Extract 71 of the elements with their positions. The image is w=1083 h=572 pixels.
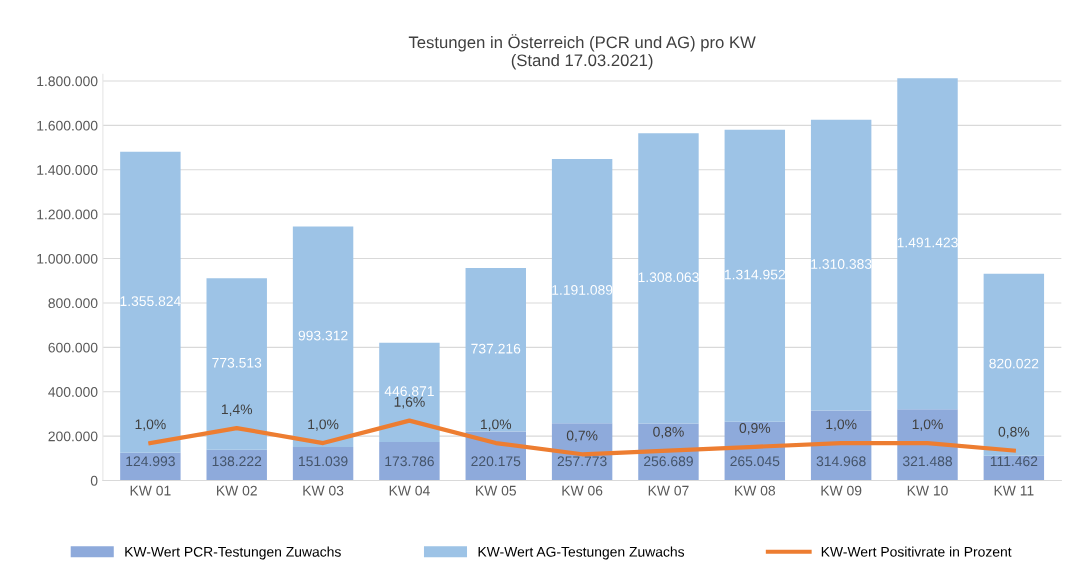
y-tick-label: 400.000: [48, 387, 98, 397]
bar: [465, 268, 526, 432]
y-tick-label: 1.400.000: [37, 165, 98, 175]
y-tick-label: 1.800.000: [37, 76, 98, 87]
y-tick-label: 200.000: [48, 431, 98, 442]
data-label: 1,6%: [394, 396, 425, 409]
data-label: 737.216: [471, 343, 521, 354]
x-tick-label: KW 08: [735, 485, 776, 496]
bar: [551, 158, 613, 424]
x-tick-label: KW 06: [562, 485, 603, 496]
y-tick-label: 800.000: [48, 298, 98, 309]
bar: [379, 441, 440, 481]
bar: [120, 151, 181, 453]
bar: [379, 342, 440, 442]
x-tick-label: KW 11: [994, 485, 1034, 496]
data-label: 0,9%: [739, 423, 771, 435]
y-tick-label: 600.000: [48, 342, 98, 353]
data-label: 1.355.824: [120, 296, 181, 307]
data-label: 820.022: [989, 358, 1039, 369]
data-label: 314.968: [816, 456, 866, 467]
data-label: 173.786: [385, 456, 434, 467]
y-tick-label: 1.200.000: [37, 209, 98, 220]
data-label: 0,7%: [566, 430, 598, 443]
data-label: 257.773: [557, 456, 607, 467]
x-tick-label: KW 04: [389, 485, 430, 496]
data-label: 1,4%: [221, 404, 253, 416]
data-label: 1.491.423: [897, 237, 958, 248]
x-tick-label: KW 09: [821, 485, 862, 496]
data-label: 1.308.063: [638, 272, 699, 283]
bar: [206, 278, 267, 450]
legend-label: KW-Wert PCR-Testungen Zuwachs: [125, 546, 341, 560]
bar: [292, 446, 354, 481]
legend-label: KW-Wert Positivrate in Prozent: [821, 546, 1012, 557]
bar: [206, 449, 267, 481]
data-label: 220.175: [471, 456, 521, 467]
x-tick-label: KW 01: [130, 485, 171, 496]
data-label: 0,8%: [653, 426, 684, 439]
data-label: 1,0%: [308, 419, 339, 431]
y-tick-label: 0: [90, 475, 98, 486]
data-label: 265.045: [730, 456, 780, 467]
data-label: 138.222: [212, 456, 262, 467]
data-label: 446.871: [384, 386, 434, 397]
data-label: 1,0%: [481, 419, 512, 431]
x-tick-label: KW 10: [907, 485, 948, 496]
data-label: 1.314.952: [724, 269, 786, 280]
bar: [897, 78, 958, 410]
y-tick-label: 1.600.000: [37, 120, 98, 131]
x-tick-label: KW 05: [476, 485, 517, 496]
y-tick-label: 1.000.000: [37, 253, 98, 264]
bar: [810, 119, 872, 411]
data-label: 321.488: [902, 456, 952, 467]
x-tick-label: KW 03: [303, 485, 344, 496]
data-label: 0,8%: [998, 426, 1030, 439]
data-label: 773.513: [212, 357, 262, 368]
x-tick-label: KW 07: [648, 485, 689, 496]
legend-label: KW-Wert AG-Testungen Zuwachs: [478, 546, 685, 560]
bar: [120, 452, 181, 481]
bar: [292, 226, 354, 447]
bar: [983, 273, 1045, 456]
data-label: 1,0%: [912, 419, 943, 431]
chart-title: Testungen in Österreich (PCR und AG) pro KW (Stand 17.03.2021): [408, 34, 756, 70]
data-label: 124.993: [126, 456, 175, 467]
data-label: 1,0%: [826, 419, 857, 431]
data-label: 1,0%: [135, 419, 166, 431]
data-label: 111.462: [990, 456, 1038, 467]
data-label: 256.689: [644, 456, 693, 467]
bar: [724, 129, 786, 422]
data-label: 993.312: [298, 330, 348, 341]
data-label: 151.039: [299, 456, 348, 467]
bar: [638, 133, 699, 424]
x-tick-label: KW 02: [217, 485, 257, 496]
